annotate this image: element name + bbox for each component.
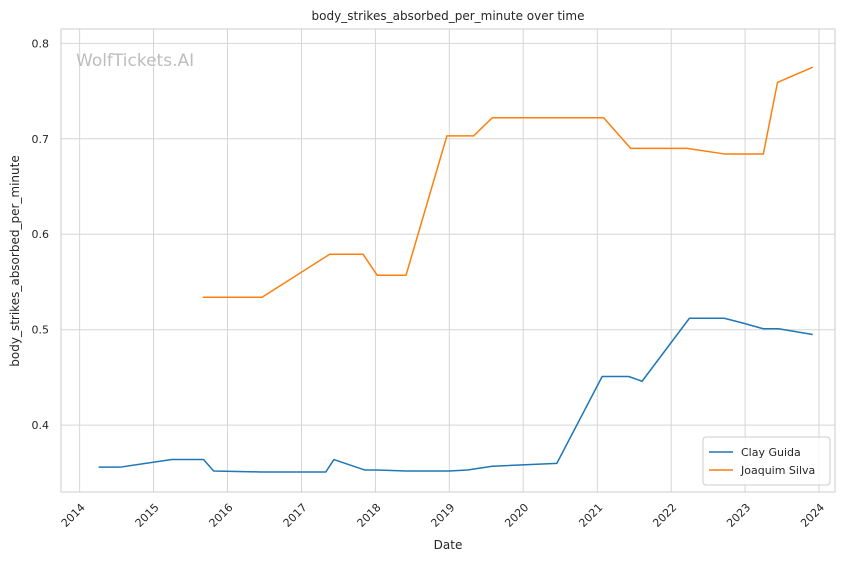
y-tick-label: 0.8: [32, 37, 50, 50]
series-line-joaquim-silva: [202, 66, 814, 298]
legend-box: [702, 436, 831, 486]
plot-frame: [60, 28, 836, 493]
y-tick-label: 0.7: [32, 133, 50, 146]
watermark: WolfTickets.AI: [76, 51, 194, 71]
y-tick-label: 0.6: [32, 228, 50, 241]
y-gridlines: [61, 42, 835, 426]
legend: Clay Guida Joaquim Silva: [702, 436, 831, 486]
legend-label-joaquim-silva: Joaquim Silva: [740, 464, 815, 477]
y-axis-label: body_strikes_absorbed_per_minute: [8, 155, 22, 366]
y-tick-label: 0.4: [32, 419, 50, 432]
y-tick-labels: 0.4 0.5 0.6 0.7 0.8: [32, 37, 50, 432]
x-gridlines: [79, 29, 820, 492]
series-lines: [98, 66, 814, 473]
y-tick-label: 0.5: [32, 324, 50, 337]
legend-label-clay-guida: Clay Guida: [741, 446, 801, 459]
chart-title: body_strikes_absorbed_per_minute over ti…: [312, 9, 585, 23]
x-tick-labels: 2014 2015 2016 2017 2018 2019 2020 2021 2022 2023…: [59, 501, 827, 530]
series-line-clay-guida: [98, 317, 813, 473]
plot-background: [61, 29, 835, 492]
x-axis-label: Date: [434, 538, 463, 552]
